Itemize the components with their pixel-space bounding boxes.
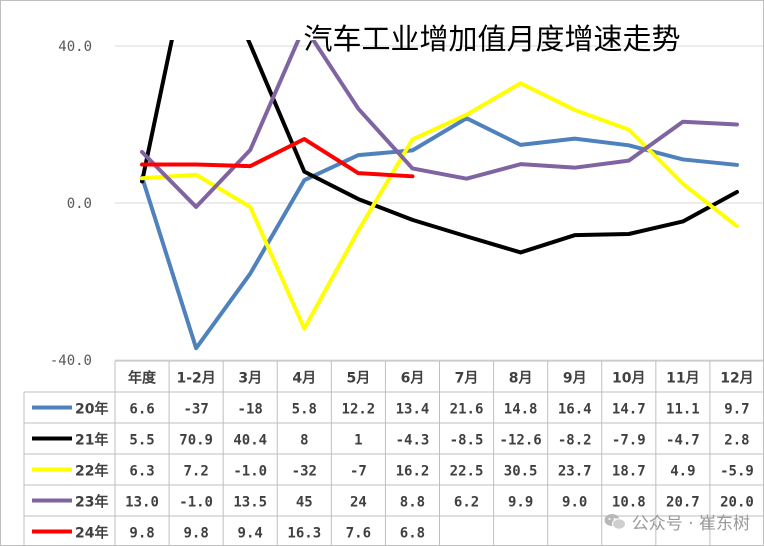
data-label: -37 — [183, 402, 208, 418]
data-label: 16.4 — [558, 402, 592, 418]
data-label: -18 — [238, 402, 263, 418]
data-label: 9.8 — [129, 526, 154, 542]
series-line-4 — [140, 137, 415, 179]
x-tick-label: 6月 — [401, 371, 425, 387]
x-tick-label: 4月 — [292, 371, 316, 387]
data-label: 6.8 — [400, 526, 425, 542]
data-label: 40.4 — [233, 433, 267, 449]
x-tick-label: 12月 — [720, 371, 753, 387]
data-label: 4.9 — [670, 464, 695, 480]
y-tick-label: 0.0 — [67, 196, 92, 212]
data-label: 21.6 — [450, 402, 484, 418]
x-tick-label: 1-2月 — [176, 371, 215, 387]
data-label: 16.2 — [396, 464, 430, 480]
data-label: 6.3 — [129, 464, 154, 480]
data-label: -8.5 — [450, 433, 484, 449]
data-label: 5.8 — [292, 402, 317, 418]
data-label: 45 — [296, 495, 313, 511]
data-label: -12.6 — [500, 433, 542, 449]
x-tick-label: 10月 — [612, 371, 645, 387]
data-label: 5.5 — [129, 433, 154, 449]
data-label: 12.2 — [342, 402, 376, 418]
series-line-3 — [140, 40, 739, 209]
legend-label: 23年 — [75, 494, 108, 511]
data-label: 9.8 — [183, 526, 208, 542]
x-tick-label: 11月 — [666, 371, 699, 387]
legend-label: 21年 — [75, 432, 108, 449]
data-label: 7.2 — [183, 464, 208, 480]
legend-label: 24年 — [75, 525, 108, 542]
data-label: 14.7 — [612, 402, 646, 418]
data-label: 13.5 — [233, 495, 267, 511]
data-label: 2.8 — [724, 433, 749, 449]
data-label: -8.2 — [558, 433, 592, 449]
legend-label: 20年 — [75, 401, 108, 418]
data-label: -5.9 — [720, 464, 754, 480]
wechat-icon — [604, 513, 626, 530]
data-label: 9.4 — [238, 526, 263, 542]
data-label: 22.5 — [450, 464, 484, 480]
data-label: 16.3 — [287, 526, 321, 542]
x-tick-label: 3月 — [238, 371, 262, 387]
data-label: 9.9 — [508, 495, 533, 511]
x-tick-label: 9月 — [563, 371, 587, 387]
series-line-2 — [140, 81, 739, 331]
data-label: -7 — [350, 464, 367, 480]
data-label: 8 — [300, 433, 308, 449]
data-label: 6.2 — [454, 495, 479, 511]
data-label: 70.9 — [179, 433, 213, 449]
data-label: 30.5 — [504, 464, 538, 480]
data-label: 13.0 — [125, 495, 159, 511]
data-label: 1 — [354, 433, 362, 449]
data-label: -7.9 — [612, 433, 646, 449]
watermark-text: 公众号 · 崔东树 — [631, 514, 750, 534]
watermark: 公众号 · 崔东树 — [604, 509, 750, 534]
data-label: -1.0 — [233, 464, 267, 480]
data-label: 7.6 — [346, 526, 371, 542]
data-label: 9.7 — [724, 402, 749, 418]
data-label: -1.0 — [179, 495, 213, 511]
data-label: -4.7 — [666, 433, 700, 449]
x-tick-label: 5月 — [347, 371, 371, 387]
data-label: 20.7 — [666, 495, 700, 511]
data-label: -4.3 — [396, 433, 430, 449]
data-label: 11.1 — [666, 402, 700, 418]
data-label: 14.8 — [504, 402, 538, 418]
data-label: 23.7 — [558, 464, 592, 480]
data-label: 10.8 — [612, 495, 646, 511]
x-tick-label: 8月 — [509, 371, 533, 387]
legend-label: 22年 — [75, 463, 108, 480]
data-label: 18.7 — [612, 464, 646, 480]
data-label: 13.4 — [396, 402, 430, 418]
data-label: 6.6 — [129, 402, 154, 418]
y-tick-label: 40.0 — [58, 39, 92, 55]
data-label: 24 — [350, 495, 367, 511]
x-tick-label: 年度 — [128, 370, 157, 387]
x-tick-label: 7月 — [455, 371, 479, 387]
data-label: 8.8 — [400, 495, 425, 511]
series-line-0 — [140, 116, 739, 351]
data-label: 9.0 — [562, 495, 587, 511]
data-label: 20.0 — [720, 495, 754, 511]
data-label: -32 — [292, 464, 317, 480]
y-tick-label: -40.0 — [50, 353, 92, 369]
series-line-1 — [140, 40, 739, 255]
chart-title: 汽车工业增加值月度增速走势 — [303, 22, 680, 56]
